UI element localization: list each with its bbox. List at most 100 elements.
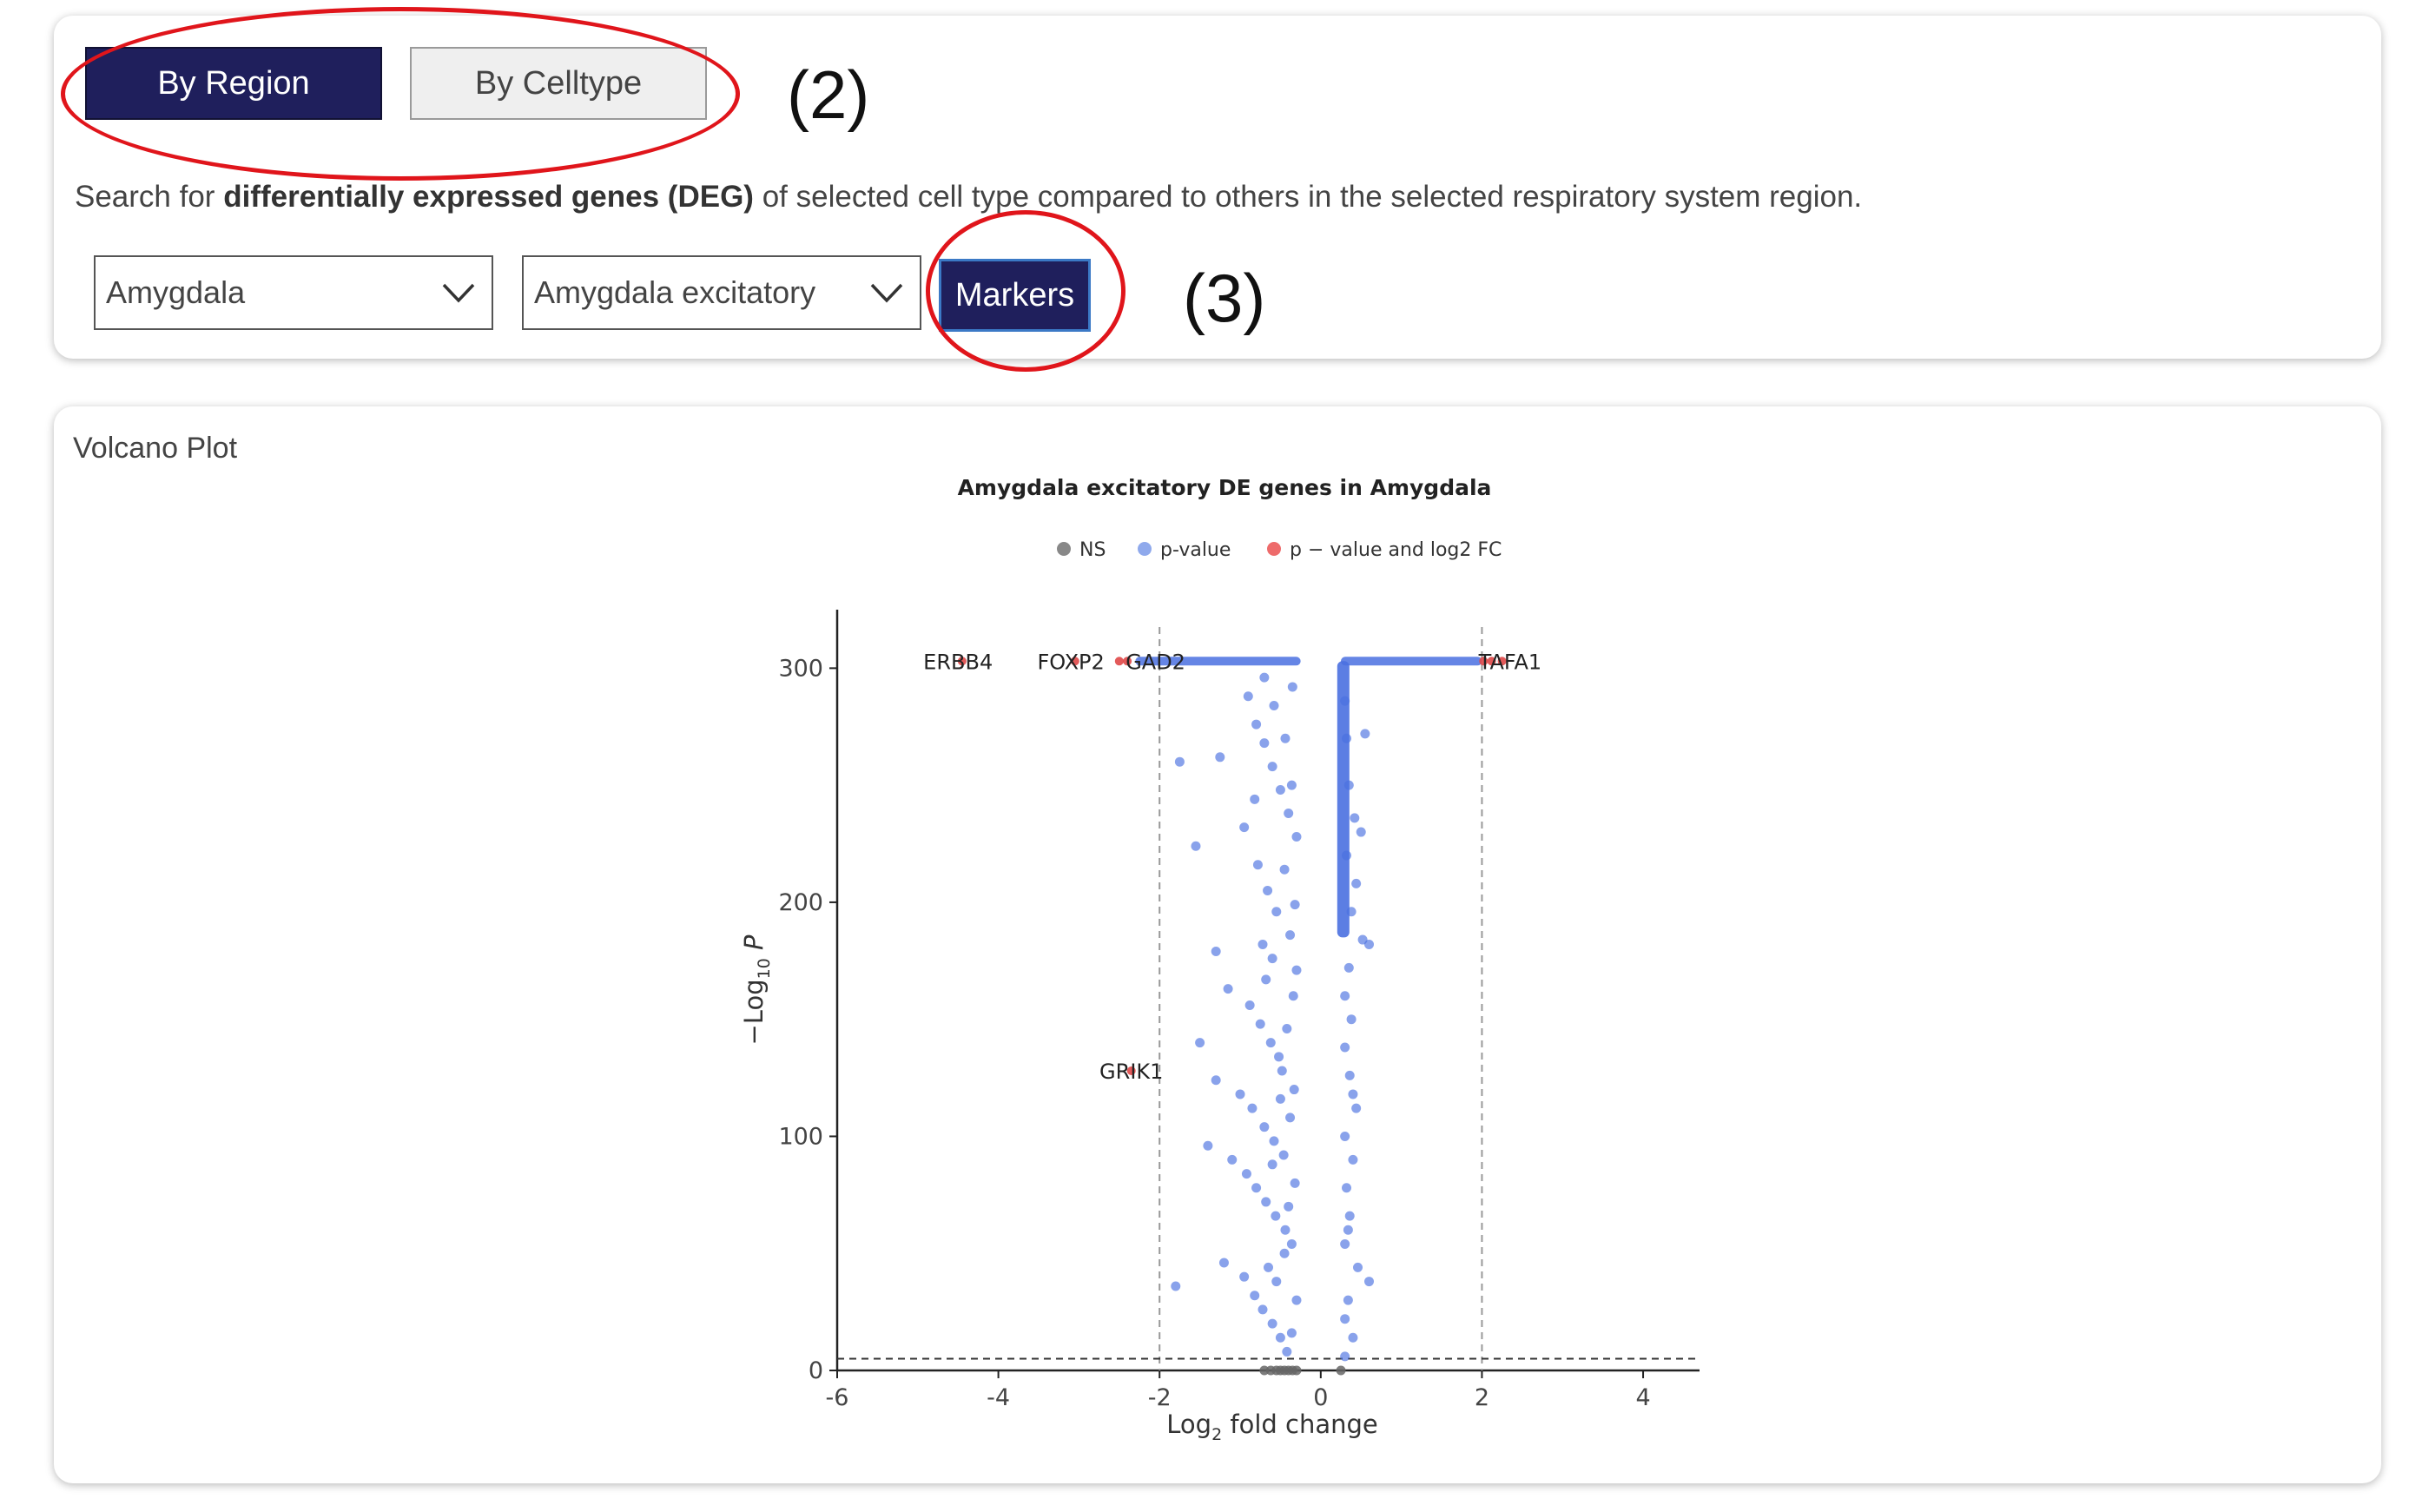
celltype-select[interactable]: Amygdala excitatory bbox=[522, 255, 921, 330]
pvalue-point bbox=[1285, 1113, 1296, 1123]
pvalue-point bbox=[1340, 1131, 1350, 1141]
by-region-tab-button[interactable]: By Region bbox=[85, 47, 382, 120]
pvalue-point bbox=[1342, 733, 1352, 743]
pvalue-point bbox=[1244, 1000, 1255, 1011]
pvalue-point bbox=[1239, 1271, 1250, 1282]
pvalue-point bbox=[1267, 1159, 1277, 1170]
legend-label-2: p − value and log2 FC bbox=[1290, 539, 1502, 561]
pvalue-point bbox=[1269, 701, 1279, 711]
pvalue-point bbox=[1340, 1314, 1350, 1324]
pvalue-point bbox=[1227, 1154, 1238, 1165]
pvalue-point bbox=[1278, 1150, 1289, 1160]
pvalue-point bbox=[1348, 1089, 1358, 1099]
pvalue-point bbox=[1342, 850, 1352, 861]
pvalue-point bbox=[1344, 1070, 1355, 1080]
pvalue-point bbox=[1265, 1038, 1276, 1048]
y-tick-label-0: 0 bbox=[809, 1357, 823, 1384]
pvalue-point bbox=[1247, 1103, 1258, 1113]
pvalue-point bbox=[1353, 1262, 1363, 1272]
legend-marker-1 bbox=[1138, 542, 1152, 556]
pvalue-point bbox=[1271, 1211, 1281, 1221]
pvalue-point bbox=[1290, 1178, 1300, 1188]
pvalue-point bbox=[1191, 841, 1201, 851]
pvalue-point bbox=[1174, 756, 1185, 767]
chart-title: Amygdala excitatory DE genes in Amygdala bbox=[958, 475, 1492, 500]
pvalue-point bbox=[1286, 1328, 1297, 1338]
pvalue-point bbox=[1344, 1211, 1355, 1221]
markers-button[interactable]: Markers bbox=[939, 259, 1091, 332]
pvalue-point bbox=[1346, 1014, 1357, 1025]
pvalue-point bbox=[1360, 729, 1370, 739]
pvalue-point bbox=[1252, 860, 1263, 870]
pvalue-point bbox=[1288, 991, 1298, 1001]
pvalue-point bbox=[1223, 984, 1233, 994]
pvalue-point bbox=[1291, 1295, 1302, 1305]
pvalue-point bbox=[1243, 691, 1253, 702]
pvalue-point bbox=[1340, 1351, 1350, 1362]
pvalue-point bbox=[1291, 831, 1302, 842]
pvalue-point bbox=[1364, 1277, 1375, 1287]
y-tick-label-300: 300 bbox=[778, 655, 823, 682]
pvalue-point bbox=[1239, 822, 1250, 833]
ns-point bbox=[1291, 1365, 1302, 1376]
sig-point bbox=[1497, 657, 1507, 666]
pvalue-point bbox=[1250, 1291, 1260, 1301]
pvalue-point bbox=[1284, 808, 1294, 818]
x-tick-label--6: -6 bbox=[826, 1384, 849, 1411]
gene-label-erbb4: ERBB4 bbox=[923, 650, 993, 674]
gene-label-grik1: GRIK1 bbox=[1099, 1060, 1163, 1084]
pvalue-point bbox=[1259, 738, 1270, 749]
pvalue-point bbox=[1356, 827, 1366, 837]
pvalue-point bbox=[1291, 965, 1302, 975]
pvalue-point bbox=[1340, 1042, 1350, 1053]
pvalue-point bbox=[1351, 1103, 1362, 1113]
pvalue-point bbox=[1290, 900, 1300, 910]
pvalue-point bbox=[1343, 1225, 1353, 1235]
by-celltype-tab-button[interactable]: By Celltype bbox=[410, 47, 707, 120]
pvalue-point bbox=[1215, 752, 1225, 763]
pvalue-point bbox=[1287, 682, 1297, 692]
pvalue-point bbox=[1340, 696, 1350, 706]
pvalue-point bbox=[1203, 1140, 1213, 1151]
ns-point bbox=[1336, 1365, 1346, 1376]
pvalue-point bbox=[1195, 1038, 1205, 1048]
gene-label-tafa1: TAFA1 bbox=[1478, 650, 1542, 674]
legend-label-1: p-value bbox=[1160, 539, 1231, 561]
chevron-down-icon bbox=[870, 283, 903, 303]
pvalue-point bbox=[1275, 1093, 1285, 1104]
sig-point bbox=[957, 657, 967, 666]
sig-point bbox=[1123, 657, 1132, 666]
top-band-right bbox=[1341, 657, 1482, 666]
x-tick-label-4: 4 bbox=[1635, 1384, 1650, 1411]
pvalue-point bbox=[1251, 1183, 1262, 1193]
pvalue-point bbox=[1258, 939, 1268, 949]
pvalue-point bbox=[1348, 1154, 1358, 1165]
pvalue-point bbox=[1351, 878, 1362, 888]
pvalue-point bbox=[1277, 1066, 1287, 1076]
x-tick-label-2: 2 bbox=[1475, 1384, 1489, 1411]
pvalue-point bbox=[1275, 1332, 1285, 1343]
y-tick-label-100: 100 bbox=[778, 1123, 823, 1150]
pvalue-point bbox=[1284, 1201, 1294, 1212]
pvalue-point bbox=[1343, 962, 1354, 973]
description-prefix: Search for bbox=[75, 180, 224, 214]
pvalue-point bbox=[1271, 907, 1282, 917]
pvalue-point bbox=[1348, 1332, 1358, 1343]
pvalue-point bbox=[1259, 672, 1270, 683]
region-select[interactable]: Amygdala bbox=[94, 255, 493, 330]
pvalue-point bbox=[1279, 864, 1290, 875]
sig-point bbox=[1479, 657, 1489, 666]
region-select-value: Amygdala bbox=[106, 274, 246, 310]
pvalue-point bbox=[1275, 785, 1285, 796]
pvalue-point bbox=[1342, 1183, 1352, 1193]
annotation-label-3: (3) bbox=[1183, 260, 1266, 336]
pvalue-point bbox=[1282, 1023, 1292, 1033]
pvalue-point bbox=[1350, 813, 1360, 823]
pvalue-point bbox=[1289, 1085, 1299, 1095]
y-tick-label-200: 200 bbox=[778, 889, 823, 916]
search-description: Search for differentially expressed gene… bbox=[75, 180, 1862, 215]
gene-label-foxp2: FOXP2 bbox=[1037, 650, 1104, 674]
y-axis-label: −Log10 P bbox=[739, 934, 774, 1046]
panel-title: Volcano Plot bbox=[73, 432, 238, 465]
annotation-label-2: (2) bbox=[787, 56, 870, 133]
